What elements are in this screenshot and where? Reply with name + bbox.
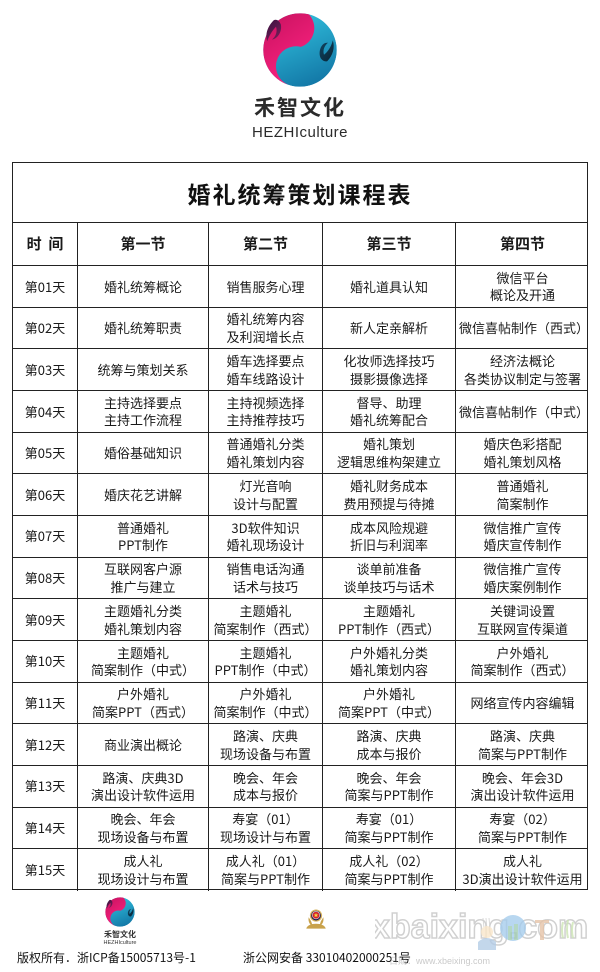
svg-text:日期：www.xbeixing.com: 日期：www.xbeixing.com: [389, 956, 490, 966]
